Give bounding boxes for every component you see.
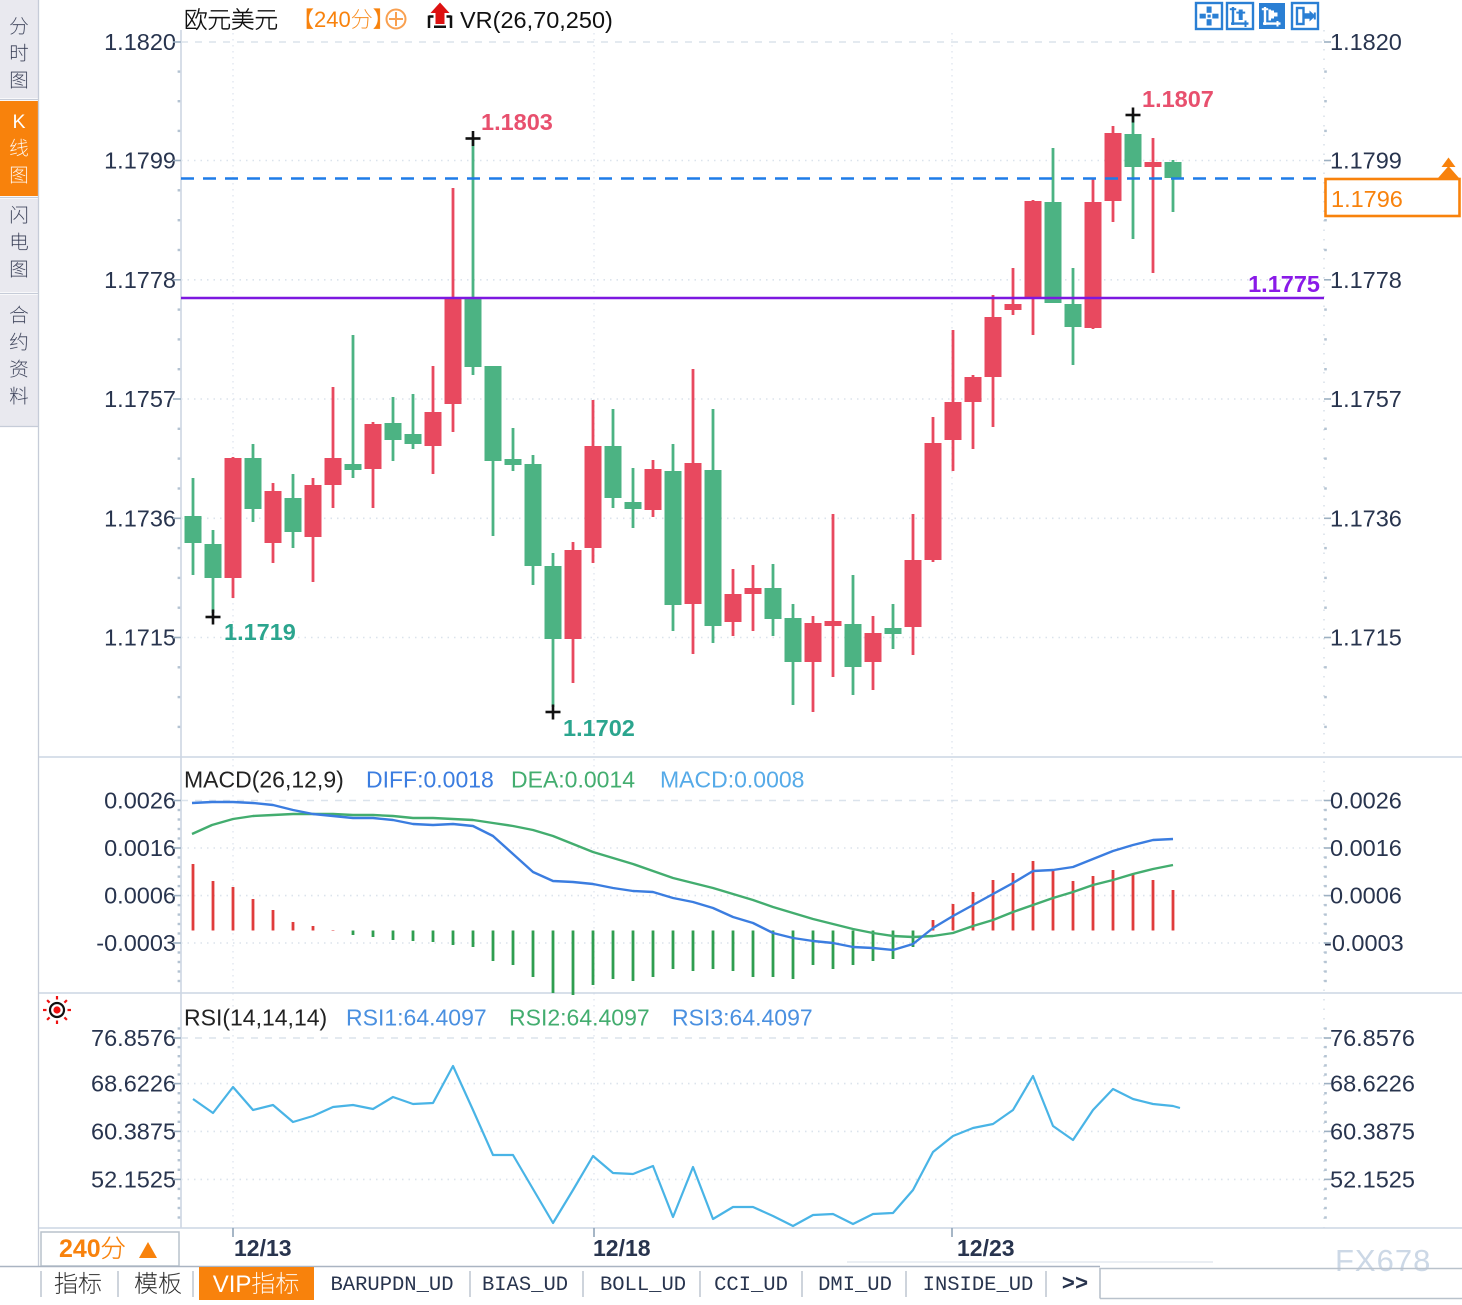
svg-text:RSI1:64.4097: RSI1:64.4097 bbox=[346, 1005, 487, 1031]
svg-text:60.3875: 60.3875 bbox=[91, 1118, 176, 1144]
svg-text:60.3875: 60.3875 bbox=[1330, 1118, 1415, 1144]
svg-text:1.1757: 1.1757 bbox=[104, 386, 176, 412]
svg-text:1.1736: 1.1736 bbox=[1330, 505, 1402, 531]
svg-text:0.0026: 0.0026 bbox=[104, 788, 176, 814]
svg-text:BIAS_UD: BIAS_UD bbox=[482, 1274, 568, 1297]
svg-text:1.1778: 1.1778 bbox=[1330, 267, 1402, 293]
svg-text:76.8576: 76.8576 bbox=[1330, 1025, 1415, 1051]
svg-text:0.0006: 0.0006 bbox=[1330, 883, 1402, 909]
svg-text:0.0016: 0.0016 bbox=[104, 835, 176, 861]
svg-text:68.6226: 68.6226 bbox=[91, 1071, 176, 1097]
svg-text:52.1525: 52.1525 bbox=[1330, 1166, 1415, 1192]
svg-text:1.1799: 1.1799 bbox=[1330, 148, 1402, 174]
svg-text:VIP: VIP bbox=[213, 1271, 252, 1298]
svg-text:BARUPDN_UD: BARUPDN_UD bbox=[330, 1274, 453, 1297]
svg-text:MACD(26,12,9): MACD(26,12,9) bbox=[184, 767, 344, 793]
svg-text:1.1778: 1.1778 bbox=[104, 267, 176, 293]
svg-text:12/18: 12/18 bbox=[593, 1235, 651, 1261]
svg-text:-0.0003: -0.0003 bbox=[96, 930, 176, 956]
svg-text:12/23: 12/23 bbox=[957, 1235, 1015, 1261]
svg-text:DMI_UD: DMI_UD bbox=[818, 1274, 892, 1297]
svg-text:BOLL_UD: BOLL_UD bbox=[600, 1274, 686, 1297]
svg-text:1.1757: 1.1757 bbox=[1330, 386, 1402, 412]
svg-text:K: K bbox=[13, 111, 26, 133]
svg-text:1.1736: 1.1736 bbox=[104, 505, 176, 531]
svg-text:>>: >> bbox=[1062, 1272, 1088, 1297]
svg-text:INSIDE_UD: INSIDE_UD bbox=[923, 1274, 1034, 1297]
svg-text:52.1525: 52.1525 bbox=[91, 1166, 176, 1192]
svg-text:CCI_UD: CCI_UD bbox=[714, 1274, 788, 1297]
svg-text:1.1715: 1.1715 bbox=[104, 625, 176, 651]
svg-text:-0.0003: -0.0003 bbox=[1324, 930, 1404, 956]
svg-text:1.1719: 1.1719 bbox=[224, 619, 296, 645]
svg-text:1.1775: 1.1775 bbox=[1248, 271, 1320, 297]
svg-text:240: 240 bbox=[314, 7, 351, 32]
svg-text:1.1796: 1.1796 bbox=[1331, 186, 1403, 212]
svg-text:12/13: 12/13 bbox=[234, 1235, 292, 1261]
svg-text:0.0026: 0.0026 bbox=[1330, 788, 1402, 814]
svg-text:68.6226: 68.6226 bbox=[1330, 1071, 1415, 1097]
svg-text:76.8576: 76.8576 bbox=[91, 1025, 176, 1051]
svg-text:RSI(14,14,14): RSI(14,14,14) bbox=[184, 1005, 327, 1031]
svg-text:RSI2:64.4097: RSI2:64.4097 bbox=[509, 1005, 650, 1031]
svg-text:DIFF:0.0018: DIFF:0.0018 bbox=[366, 767, 494, 793]
svg-text:DEA:0.0014: DEA:0.0014 bbox=[511, 767, 635, 793]
svg-text:RSI3:64.4097: RSI3:64.4097 bbox=[672, 1005, 813, 1031]
svg-text:VR(26,70,250): VR(26,70,250) bbox=[460, 7, 613, 33]
svg-text:0.0006: 0.0006 bbox=[104, 883, 176, 909]
svg-text:1.1820: 1.1820 bbox=[104, 29, 176, 55]
svg-text:1.1799: 1.1799 bbox=[104, 148, 176, 174]
svg-text:240: 240 bbox=[59, 1235, 101, 1263]
svg-text:0.0016: 0.0016 bbox=[1330, 835, 1402, 861]
svg-text:FX678: FX678 bbox=[1335, 1243, 1431, 1278]
svg-text:1.1820: 1.1820 bbox=[1330, 29, 1402, 55]
svg-text:1.1715: 1.1715 bbox=[1330, 625, 1402, 651]
svg-text:1.1807: 1.1807 bbox=[1142, 86, 1214, 112]
svg-text:MACD:0.0008: MACD:0.0008 bbox=[660, 767, 804, 793]
svg-text:1.1803: 1.1803 bbox=[481, 109, 553, 135]
svg-text:1.1702: 1.1702 bbox=[563, 715, 635, 741]
